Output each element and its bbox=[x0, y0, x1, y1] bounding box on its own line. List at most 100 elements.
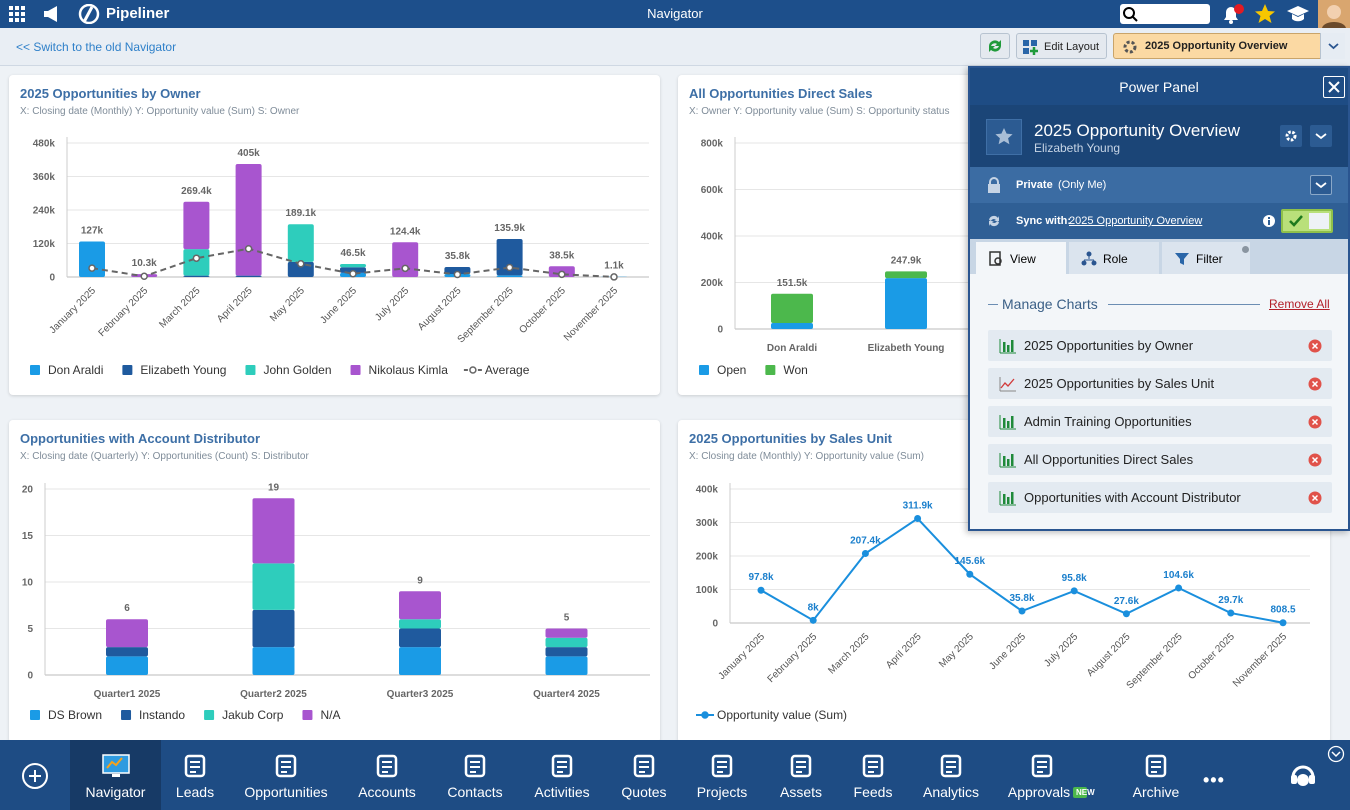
search-box[interactable] bbox=[1120, 4, 1210, 24]
bar-segment bbox=[106, 619, 148, 648]
legend-swatch bbox=[701, 711, 709, 719]
collapse-button[interactable] bbox=[1327, 745, 1345, 763]
legend-item[interactable]: Won bbox=[765, 363, 808, 377]
report-selector[interactable]: 2025 Opportunity Overview bbox=[1113, 33, 1345, 59]
bar-segment bbox=[545, 656, 588, 675]
tab-filter[interactable]: Filter bbox=[1162, 242, 1250, 274]
nav-item[interactable]: Archive bbox=[1111, 740, 1201, 810]
legend-swatch bbox=[469, 366, 477, 374]
legend-label: Elizabeth Young bbox=[140, 363, 226, 377]
total-label: 127k bbox=[81, 226, 104, 237]
nav-item[interactable]: Analytics bbox=[906, 740, 996, 810]
chart-list-item[interactable]: 2025 Opportunities by Owner bbox=[988, 330, 1332, 361]
edit-layout-button[interactable]: Edit Layout bbox=[1016, 33, 1107, 59]
total-label: 247.9k bbox=[891, 255, 922, 266]
x-tick-label: Quarter3 2025 bbox=[387, 689, 454, 700]
legend-item[interactable]: Jakub Corp bbox=[204, 708, 284, 722]
nav-item[interactable]: Activities bbox=[517, 740, 607, 810]
apps-icon[interactable] bbox=[8, 5, 26, 23]
bar-segment bbox=[771, 322, 813, 329]
tab-label: Filter bbox=[1196, 252, 1223, 266]
legend-item[interactable]: Don Araldi bbox=[30, 363, 103, 377]
nav-item[interactable]: Accounts bbox=[342, 740, 432, 810]
settings-button[interactable] bbox=[1280, 125, 1302, 147]
legend-swatch bbox=[204, 710, 215, 720]
nav-icon bbox=[711, 754, 733, 778]
legend-item[interactable]: Open bbox=[699, 363, 746, 377]
support-icon[interactable] bbox=[1288, 760, 1318, 792]
bar-segment bbox=[496, 275, 523, 277]
privacy-dropdown[interactable] bbox=[1310, 175, 1332, 195]
remove-button[interactable] bbox=[1308, 491, 1322, 505]
remove-all[interactable]: Remove All bbox=[1269, 297, 1330, 311]
nav-icon bbox=[376, 754, 398, 778]
bar-segment bbox=[79, 241, 105, 277]
announce-icon[interactable] bbox=[42, 5, 62, 23]
chart-list-item[interactable]: All Opportunities Direct Sales bbox=[988, 444, 1332, 475]
bar-segment bbox=[545, 637, 588, 648]
nav-label: Navigator bbox=[85, 784, 146, 800]
chart-icon bbox=[999, 415, 1016, 430]
expand-button[interactable] bbox=[1310, 125, 1332, 147]
legend-swatch bbox=[699, 365, 709, 375]
data-label: 207.4k bbox=[850, 536, 881, 547]
legend-swatch bbox=[30, 365, 40, 375]
chart-subtitle: X: Owner Y: Opportunity value (Sum) S: O… bbox=[689, 106, 950, 117]
legend-item[interactable]: N/A bbox=[302, 708, 340, 722]
nav-label: Leads bbox=[175, 784, 215, 800]
more-button[interactable]: ••• bbox=[1203, 770, 1225, 790]
legend-item[interactable]: John Golden bbox=[245, 363, 332, 377]
nav-label: Contacts bbox=[447, 784, 503, 800]
legend-item[interactable]: DS Brown bbox=[30, 708, 102, 722]
notifications-icon[interactable] bbox=[1220, 3, 1246, 25]
y-tick-label: 240k bbox=[33, 206, 56, 217]
chart-list-item[interactable]: Opportunities with Account Distributor bbox=[988, 482, 1332, 513]
add-button[interactable] bbox=[21, 762, 49, 790]
legend-label: Nikolaus Kimla bbox=[369, 363, 449, 377]
legend-label: Opportunity value (Sum) bbox=[717, 708, 847, 722]
x-tick-label: March 2025 bbox=[157, 285, 202, 330]
academy-icon[interactable] bbox=[1286, 4, 1310, 24]
chart-list-item[interactable]: Admin Training Opportunities bbox=[988, 406, 1332, 437]
close-button[interactable] bbox=[1323, 76, 1345, 98]
legend-item[interactable]: Average bbox=[463, 363, 530, 377]
x-tick-label: September 2025 bbox=[456, 285, 516, 345]
remove-button[interactable] bbox=[1308, 415, 1322, 429]
refresh-button[interactable] bbox=[980, 33, 1010, 59]
nav-item[interactable]: Assets bbox=[756, 740, 846, 810]
remove-button[interactable] bbox=[1308, 453, 1322, 467]
legend-item[interactable]: Opportunity value (Sum) bbox=[696, 708, 847, 722]
average-point bbox=[349, 270, 357, 278]
chart-card: Opportunities with Account Distributor X:… bbox=[9, 420, 660, 743]
nav-item[interactable]: Projects bbox=[677, 740, 767, 810]
section-header: Manage Charts Remove All bbox=[988, 296, 1330, 312]
nav-item[interactable]: Leads bbox=[150, 740, 240, 810]
bar-segment bbox=[252, 563, 295, 610]
series-point bbox=[1070, 587, 1078, 595]
nav-item[interactable]: Opportunities bbox=[241, 740, 331, 810]
sync-toggle[interactable] bbox=[1281, 209, 1333, 233]
remove-button[interactable] bbox=[1308, 339, 1322, 353]
nav-item[interactable]: Contacts bbox=[430, 740, 520, 810]
remove-button[interactable] bbox=[1308, 377, 1322, 391]
chart-subtitle: X: Closing date (Monthly) Y: Opportunity… bbox=[689, 451, 924, 462]
favorites-icon[interactable] bbox=[1254, 3, 1276, 25]
nav-item[interactable]: Quotes bbox=[599, 740, 689, 810]
y-tick-label: 120k bbox=[33, 239, 56, 250]
legend-item[interactable]: Nikolaus Kimla bbox=[350, 363, 449, 377]
chart-list-item[interactable]: 2025 Opportunities by Sales Unit bbox=[988, 368, 1332, 399]
nav-item[interactable]: Feeds bbox=[828, 740, 918, 810]
sync-link[interactable]: 2025 Opportunity Overview bbox=[1069, 215, 1203, 227]
nav-item[interactable]: Navigator bbox=[70, 740, 161, 810]
legend-item[interactable]: Instando bbox=[121, 708, 185, 722]
bar-segment bbox=[183, 201, 210, 250]
nav-item[interactable]: Approvals NEW bbox=[997, 740, 1095, 810]
avatar[interactable] bbox=[1318, 0, 1350, 28]
privacy-row: Private (Only Me) bbox=[970, 167, 1348, 203]
legend-swatch bbox=[302, 710, 313, 720]
star-icon[interactable] bbox=[986, 119, 1022, 155]
legend-item[interactable]: Elizabeth Young bbox=[122, 363, 226, 377]
tab-view[interactable]: View bbox=[976, 242, 1066, 274]
switch-link[interactable]: << Switch to the old Navigator bbox=[16, 40, 177, 54]
tab-role[interactable]: Role bbox=[1069, 242, 1159, 274]
